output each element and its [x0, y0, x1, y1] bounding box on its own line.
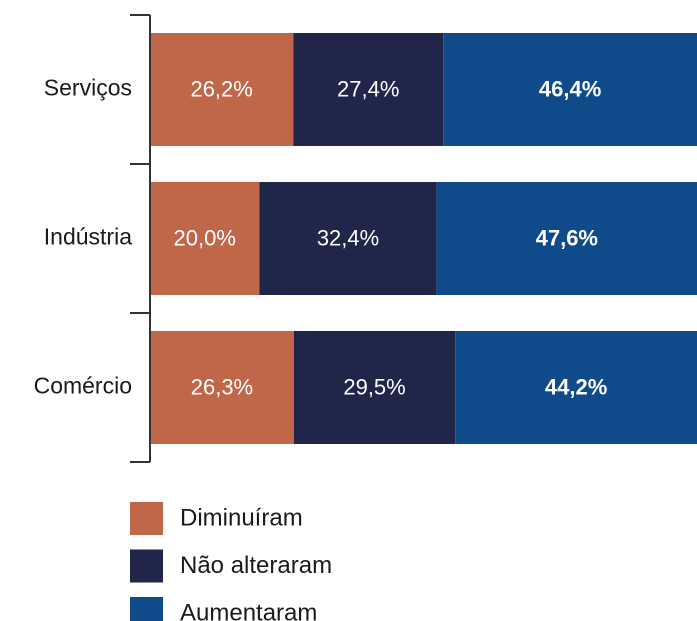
category-label: Indústria	[44, 224, 132, 250]
bar-segment	[150, 331, 294, 444]
legend-swatch	[130, 597, 163, 621]
bar-segment	[455, 331, 697, 444]
legend-label: Não alteraram	[180, 552, 332, 579]
value-label: 32,4%	[317, 225, 379, 250]
category-label: Comércio	[34, 373, 132, 399]
bar-segment	[150, 33, 294, 146]
value-label: 20,0%	[174, 225, 236, 250]
bar-segment	[436, 182, 697, 295]
bar-segment	[150, 182, 260, 295]
legend-label: Aumentaram	[180, 599, 317, 621]
legend-swatch	[130, 502, 163, 535]
legend-label: Diminuíram	[180, 504, 303, 531]
value-label: 46,4%	[539, 76, 601, 101]
value-label: 26,3%	[191, 374, 253, 399]
value-label: 44,2%	[545, 374, 607, 399]
value-label: 26,2%	[190, 76, 252, 101]
legend-swatch	[130, 549, 163, 583]
category-label: Serviços	[44, 75, 132, 101]
bar-segment	[443, 33, 697, 146]
value-label: 47,6%	[536, 225, 598, 250]
bar-segment	[293, 331, 456, 444]
value-label: 27,4%	[337, 76, 399, 101]
value-label: 29,5%	[343, 374, 405, 399]
bar-segment	[259, 182, 437, 295]
bar-segment	[293, 33, 444, 146]
